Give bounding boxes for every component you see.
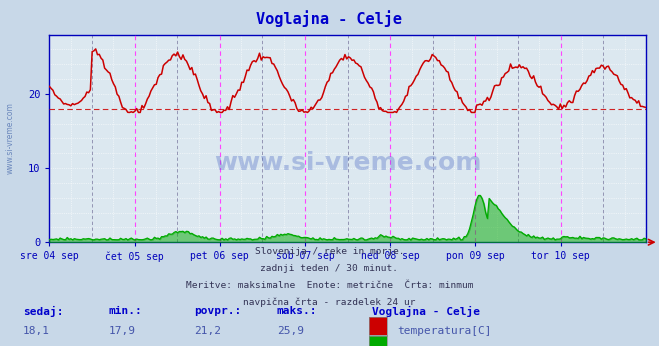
Text: www.si-vreme.com: www.si-vreme.com [214, 151, 481, 175]
Text: 18,1: 18,1 [23, 326, 50, 336]
Text: Slovenija / reke in morje.: Slovenija / reke in morje. [255, 247, 404, 256]
Text: Voglajna - Celje: Voglajna - Celje [372, 306, 480, 317]
Text: povpr.:: povpr.: [194, 306, 242, 316]
Text: 17,9: 17,9 [109, 326, 136, 336]
Text: 25,9: 25,9 [277, 326, 304, 336]
Text: temperatura[C]: temperatura[C] [397, 326, 492, 336]
Text: 21,2: 21,2 [194, 326, 221, 336]
Text: min.:: min.: [109, 306, 142, 316]
Text: maks.:: maks.: [277, 306, 317, 316]
Text: Meritve: maksimalne  Enote: metrične  Črta: minmum: Meritve: maksimalne Enote: metrične Črta… [186, 281, 473, 290]
Text: navpična črta - razdelek 24 ur: navpična črta - razdelek 24 ur [243, 297, 416, 307]
Text: zadnji teden / 30 minut.: zadnji teden / 30 minut. [260, 264, 399, 273]
Text: Voglajna - Celje: Voglajna - Celje [256, 10, 403, 27]
Text: sedaj:: sedaj: [23, 306, 63, 317]
Text: www.si-vreme.com: www.si-vreme.com [5, 102, 14, 174]
